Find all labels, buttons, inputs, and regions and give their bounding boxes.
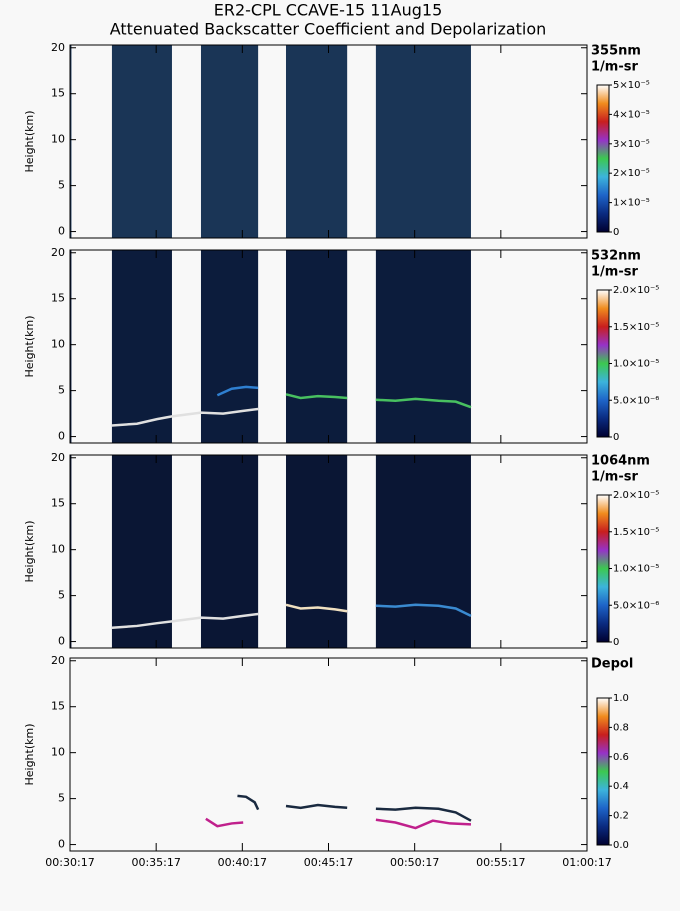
colorbar: [596, 697, 610, 846]
layer-line: [285, 603, 348, 613]
data-segment: [285, 455, 348, 648]
layer-line: [375, 818, 472, 830]
y-tick-label: 10: [51, 338, 65, 351]
x-tick-label: 00:30:17: [45, 856, 94, 869]
colorbar-tick-label: 0.8: [613, 722, 629, 733]
data-segment: [375, 455, 471, 648]
data-segment: [375, 250, 471, 443]
colorbar-tick-label: 2.0×10⁻⁵: [613, 285, 659, 296]
y-tick-label: 5: [58, 792, 65, 805]
y-tick-label: 5: [58, 179, 65, 192]
colorbar-tick-label: 1.5×10⁻⁵: [613, 322, 659, 333]
colorbar-tick-label: 1.0: [613, 693, 629, 704]
data-segment: [285, 250, 348, 443]
y-tick-label: 20: [51, 41, 65, 54]
y-tick-label: 10: [51, 543, 65, 556]
data-segment: [375, 45, 471, 238]
y-tick-label: 15: [51, 292, 65, 305]
y-axis-title: Height(km): [23, 315, 36, 377]
colorbar-tick-label: 4×10⁻⁵: [613, 109, 650, 120]
y-tick-label: 5: [58, 384, 65, 397]
y-tick-label: 5: [58, 589, 65, 602]
colorbar-tick-label: 0: [613, 432, 619, 443]
x-tick-label: 00:50:17: [390, 856, 439, 869]
panel-label: 532nm: [591, 249, 641, 264]
data-segment: [111, 455, 172, 648]
x-tick-label: 00:40:17: [218, 856, 267, 869]
y-tick-label: 20: [51, 451, 65, 464]
panel-units: 1/m-sr: [591, 60, 638, 75]
colorbar-tick-label: 5.0×10⁻⁶: [613, 600, 659, 611]
chart-subtitle: Attenuated Backscatter Coefficient and D…: [110, 20, 547, 39]
y-axis-title: Height(km): [23, 110, 36, 172]
colorbar: [596, 84, 610, 233]
panel-label: Depol: [591, 657, 633, 672]
colorbar-tick-label: 1.0×10⁻⁵: [613, 359, 659, 370]
y-axis-title: Height(km): [23, 520, 36, 582]
colorbar-tick-label: 0: [613, 227, 619, 238]
y-tick-label: 0: [58, 635, 65, 648]
layer-line: [111, 407, 259, 427]
layer-line: [205, 817, 244, 828]
y-tick-label: 0: [58, 430, 65, 443]
layer-line: [111, 612, 259, 630]
x-tick-label: 00:55:17: [476, 856, 525, 869]
data-segment: [70, 250, 72, 443]
layer-line: [216, 385, 259, 397]
panel-units: 1/m-sr: [591, 470, 638, 485]
y-tick-label: 0: [58, 838, 65, 851]
colorbar-tick-label: 1.0×10⁻⁵: [613, 564, 659, 575]
data-segment: [111, 45, 172, 238]
colorbar-tick-label: 0.4: [613, 781, 629, 792]
layer-line: [375, 806, 472, 822]
panel-units: 1/m-sr: [591, 265, 638, 280]
y-tick-label: 15: [51, 700, 65, 713]
x-tick-label: 00:35:17: [131, 856, 180, 869]
colorbar-tick-label: 3×10⁻⁵: [613, 139, 650, 150]
colorbar-tick-label: 2.0×10⁻⁵: [613, 490, 659, 501]
x-tick-label: 01:00:17: [562, 856, 611, 869]
colorbar: [596, 289, 610, 438]
y-tick-label: 20: [51, 654, 65, 667]
colorbar-tick-label: 5×10⁻⁵: [613, 80, 650, 91]
colorbar: [596, 494, 610, 643]
layer-line: [375, 397, 472, 409]
panel-label: 355nm: [591, 44, 641, 59]
colorbar-tick-label: 1×10⁻⁵: [613, 198, 650, 209]
y-tick-label: 15: [51, 497, 65, 510]
chart-title: ER2-CPL CCAVE-15 11Aug15: [214, 1, 443, 20]
layer-line: [285, 393, 348, 400]
y-tick-label: 0: [58, 225, 65, 238]
data-segment: [70, 455, 72, 648]
data-segment: [200, 45, 259, 238]
layer-line: [285, 803, 348, 810]
colorbar-tick-label: 2×10⁻⁵: [613, 168, 650, 179]
colorbar-tick-label: 0.2: [613, 811, 629, 822]
colorbar-tick-label: 1.5×10⁻⁵: [613, 527, 659, 538]
y-tick-label: 15: [51, 87, 65, 100]
colorbar-tick-label: 0: [613, 637, 619, 648]
layer-line: [375, 603, 472, 617]
y-axis-title: Height(km): [23, 723, 36, 785]
y-tick-label: 20: [51, 246, 65, 259]
data-segment: [111, 250, 172, 443]
x-tick-label: 00:45:17: [304, 856, 353, 869]
panel-label: 1064nm: [591, 454, 650, 469]
y-tick-label: 10: [51, 746, 65, 759]
colorbar-tick-label: 0.0: [613, 840, 629, 851]
colorbar-tick-label: 5.0×10⁻⁶: [613, 395, 659, 406]
layer-line: [237, 794, 260, 811]
data-segment: [70, 45, 72, 238]
data-segment: [285, 45, 348, 238]
colorbar-tick-label: 0.6: [613, 752, 629, 763]
y-tick-label: 10: [51, 133, 65, 146]
